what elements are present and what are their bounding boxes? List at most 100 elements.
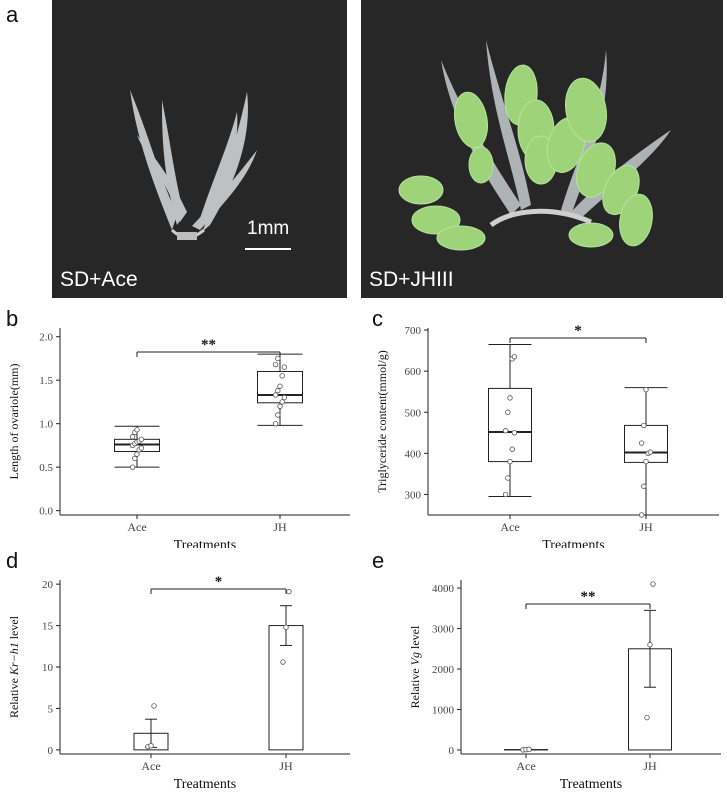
- y-tick-label: 300: [405, 489, 422, 501]
- data-point: [641, 483, 647, 489]
- data-point: [502, 428, 509, 434]
- scale-bar: [245, 248, 291, 250]
- y-tick-label: 2.0: [39, 332, 53, 344]
- panel-letter-b: b: [6, 306, 19, 331]
- y-tick-label: 0.0: [39, 506, 53, 518]
- significance-marker: *: [215, 574, 223, 590]
- x-axis-title: Treatments: [174, 538, 236, 548]
- data-point: [286, 588, 292, 595]
- ovariole-illustration-ace: [130, 90, 257, 240]
- y-tick-label: 10: [42, 662, 54, 674]
- data-point: [638, 512, 645, 518]
- data-point: [280, 659, 286, 665]
- chart-vg: 0 1000 2000 3000 4000 Ace JH Treatments Relative…: [408, 580, 721, 792]
- panel-letter-c: c: [372, 306, 383, 331]
- data-point: [151, 703, 157, 709]
- y-tick-label: 0.5: [39, 462, 53, 474]
- y-tick-label: 20: [42, 579, 54, 591]
- data-point: [638, 440, 645, 446]
- data-point: [643, 386, 649, 393]
- data-point: [134, 427, 140, 433]
- y-axis-title: Triglyceride content(mmol/g): [375, 350, 389, 493]
- chart-ovariole-length: 0.0 0.5 1.0 1.5 2.0 Ace JH Treatments Length of …: [7, 328, 350, 548]
- x-tick-label: Ace: [127, 520, 146, 534]
- y-tick-label: 500: [405, 407, 422, 419]
- data-point: [526, 746, 532, 753]
- y-tick-label: 400: [405, 448, 422, 460]
- x-tick-label: JH: [273, 520, 287, 534]
- panel-letter-e: e: [372, 548, 385, 573]
- photo-label-ace: SD+Ace: [60, 268, 138, 291]
- data-point: [281, 394, 288, 401]
- photo-sd-jhiii: SD+JHIII: [361, 0, 723, 298]
- data-point: [275, 412, 281, 418]
- data-point: [277, 403, 283, 409]
- data-point: [279, 399, 285, 405]
- x-tick-label: JH: [643, 759, 657, 773]
- y-tick-label: 700: [405, 325, 422, 337]
- x-axis-title: Treatments: [560, 777, 622, 792]
- chart-kr-h1: 0 5 10 15 20 Ace JH Treatments Relative Kr−h1 le…: [7, 574, 350, 792]
- data-point: [281, 364, 288, 370]
- data-point: [647, 449, 654, 455]
- y-tick-label: 5: [48, 703, 54, 715]
- data-point: [132, 455, 138, 462]
- data-point: [279, 373, 285, 379]
- data-point: [643, 458, 649, 465]
- data-point: [507, 395, 513, 401]
- data-point: [277, 383, 283, 389]
- data-point: [275, 387, 281, 394]
- y-axis-title: Relative Vg level: [408, 625, 422, 708]
- data-point: [272, 420, 279, 427]
- box-iqr: [624, 424, 668, 463]
- data-point: [511, 354, 518, 360]
- x-axis-title: Treatments: [174, 777, 236, 792]
- data-point: [509, 446, 515, 452]
- data-point: [129, 464, 136, 470]
- bar: [268, 625, 304, 751]
- data-point: [644, 714, 650, 721]
- y-tick-label: 15: [42, 621, 54, 633]
- panel-letter-d: d: [6, 548, 19, 573]
- data-point: [650, 581, 656, 587]
- panel-letter-a: a: [6, 2, 19, 27]
- x-tick-label: Ace: [141, 759, 160, 773]
- y-tick-label: 1000: [432, 704, 455, 716]
- chart-triglyceride: 300 400 500 600 700 Ace JH Treatments Triglyceri…: [375, 323, 719, 548]
- y-tick-label: 0: [449, 745, 455, 757]
- photo-sd-ace: 1mm SD+Ace: [52, 0, 347, 298]
- data-point: [138, 445, 145, 451]
- data-point: [505, 475, 511, 481]
- data-point: [647, 642, 653, 648]
- data-point: [272, 361, 279, 368]
- y-tick-label: 0: [48, 745, 54, 757]
- y-axis-title: Relative Kr−h1 level: [7, 615, 21, 718]
- x-tick-label: JH: [279, 759, 293, 773]
- x-tick-label: JH: [639, 520, 653, 534]
- significance-marker: *: [574, 323, 582, 339]
- y-tick-label: 3000: [432, 624, 455, 636]
- scale-bar-label: 1mm: [247, 218, 290, 239]
- data-point: [272, 392, 279, 398]
- data-point: [502, 491, 509, 498]
- data-point: [129, 434, 136, 440]
- significance-marker: **: [201, 337, 216, 353]
- data-point: [641, 422, 647, 429]
- data-point: [511, 430, 518, 436]
- x-tick-label: Ace: [500, 520, 519, 534]
- y-tick-label: 1.5: [39, 375, 53, 387]
- data-point: [134, 451, 140, 457]
- data-point: [505, 409, 511, 415]
- data-point: [148, 743, 154, 749]
- y-axis-title: Length of ovariole(mm): [7, 364, 21, 480]
- data-point: [275, 355, 281, 362]
- y-tick-label: 600: [405, 366, 422, 378]
- y-tick-label: 4000: [432, 583, 455, 595]
- photo-label-jhiii: SD+JHIII: [369, 268, 454, 291]
- y-tick-label: 2000: [432, 664, 455, 676]
- data-point: [138, 436, 145, 443]
- data-point: [283, 624, 289, 630]
- significance-marker: **: [581, 589, 596, 605]
- x-axis-title: Treatments: [542, 538, 604, 548]
- y-tick-label: 1.0: [39, 419, 53, 431]
